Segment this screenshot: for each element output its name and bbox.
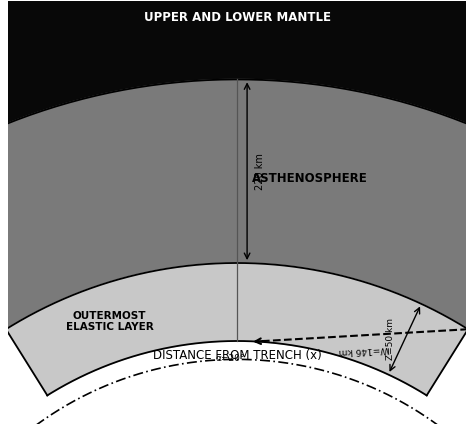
Polygon shape: [0, 79, 474, 329]
Text: ASTHENOSPHERE: ASTHENOSPHERE: [252, 172, 368, 184]
Text: α=20°: α=20°: [216, 354, 245, 363]
Text: Z=50 km: Z=50 km: [386, 318, 395, 360]
Polygon shape: [0, 0, 474, 173]
Text: UPPER AND LOWER MANTLE: UPPER AND LOWER MANTLE: [144, 11, 330, 24]
Text: 220 km: 220 km: [255, 153, 265, 190]
Text: OUTERMOST
ELASTIC LAYER: OUTERMOST ELASTIC LAYER: [66, 311, 154, 332]
Polygon shape: [6, 263, 468, 395]
Text: W=146 km: W=146 km: [339, 344, 390, 356]
Text: DISTANCE FROM TRENCH (x): DISTANCE FROM TRENCH (x): [153, 348, 321, 362]
